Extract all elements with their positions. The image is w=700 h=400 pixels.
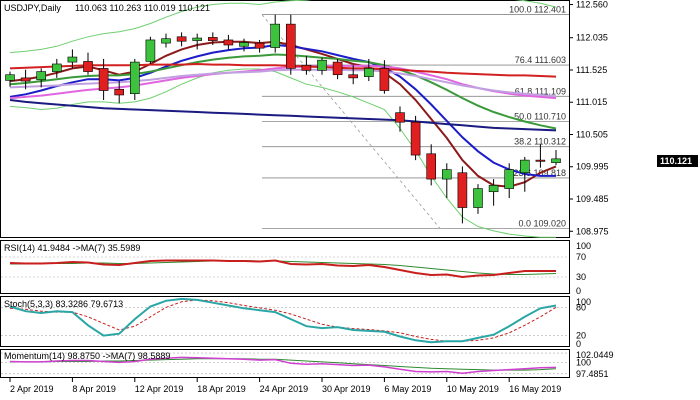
rsi-tick-0: 100: [576, 241, 591, 251]
candles: [5, 14, 561, 224]
rsi-panel-frame: [0, 240, 570, 294]
candle-body-3: [51, 63, 62, 72]
price-tick-label-7: 108.975: [576, 226, 609, 236]
candle-body-25: [395, 112, 405, 123]
rsi-label: RSI(14) 41.9484 ->MA(7) 35.5989: [4, 243, 140, 253]
date-tick-label-0: 2 Apr 2019: [10, 384, 54, 394]
candle-body-11: [176, 36, 187, 42]
candle-body-29: [457, 172, 468, 208]
date-tick-label-2: 12 Apr 2019: [135, 384, 184, 394]
candle-body-19: [301, 64, 312, 71]
price-panel-frame: [0, 0, 570, 238]
price-axis: 112.560 112.035 111.525 111.015 110.505 109.9…: [569, 0, 609, 236]
candle-body-28: [441, 169, 452, 180]
candle-body-18: [285, 23, 296, 69]
fibo-trend-line: [261, 14, 441, 229]
candle-body-17: [270, 23, 281, 48]
candle-body-6: [98, 68, 109, 91]
fibo-label-4: 38.2 110.312: [514, 137, 566, 147]
stoch-tick-0: 100: [576, 297, 591, 307]
rsi-line: [9, 259, 556, 279]
last-price-box: [657, 155, 698, 167]
candle-body-14: [223, 39, 234, 46]
fibo-label-0: 100.0 112.401: [509, 5, 566, 15]
momentum-line: [9, 356, 557, 375]
price-tick-label-6: 109.485: [576, 194, 609, 204]
candle-body-16: [254, 42, 265, 49]
candle-body-5: [83, 61, 93, 72]
candle-body-30: [473, 188, 483, 208]
candle-body-2: [36, 71, 47, 81]
fibo-label-1: 76.4 111.603: [515, 55, 566, 65]
date-tick-label-6: 6 May 2019: [384, 384, 431, 394]
stoch-tick-3: 0: [576, 339, 581, 349]
candle-body-31: [488, 185, 499, 193]
rsi-tick-2: 30: [576, 272, 586, 282]
momentum-tick-0: 102.0449: [576, 350, 614, 360]
fibo-label-3: 50.0 110.710: [514, 112, 566, 122]
candle-body-21: [332, 61, 343, 76]
stoch-d-line: [9, 299, 557, 342]
date-axis: 2 Apr 2019 8 Apr 2019 12 Apr 2019 18 Apr 20…: [9, 378, 561, 394]
candle-body-26: [410, 121, 421, 156]
candle-body-20: [317, 59, 327, 71]
candle-body-35: [551, 158, 561, 163]
candle-body-23: [363, 68, 374, 77]
stoch-tick-2: 20: [576, 331, 586, 341]
candle-body-13: [208, 37, 218, 41]
rsi-tick-1: 70: [576, 252, 586, 262]
price-tick-label-3: 111.015: [576, 97, 607, 107]
momentum-label: Momentum(14) 98.8750 ->MA(7) 98.5889: [4, 351, 170, 361]
ohlc-label: 110.063 110.263 110.019 110.121: [75, 3, 210, 13]
momentum-panel-frame: [0, 349, 570, 378]
stoch-label: Stoch(5,3,3) 83.3286 79.6713: [4, 299, 123, 309]
candle-body-4: [67, 56, 78, 63]
candle-body-8: [130, 61, 140, 95]
fibo-label-2: 61.8 111.109: [515, 86, 566, 96]
date-tick-label-3: 18 Apr 2019: [197, 384, 246, 394]
candle-body-27: [426, 153, 437, 180]
bollinger-upper: [9, 0, 557, 54]
candle-body-0: [5, 74, 15, 81]
bollinger-bands: [9, 0, 557, 238]
price-tick-label-0: 112.560: [576, 0, 608, 10]
symbol-label: USDJPY,Daily: [4, 3, 61, 13]
momentum-tick-1: 100: [576, 357, 591, 367]
candle-body-12: [192, 37, 202, 41]
candle-body-7: [114, 88, 124, 96]
date-tick-label-8: 16 May 2019: [509, 384, 561, 394]
last-price-label: 110.121: [660, 156, 692, 166]
rsi-tick-3: 0: [576, 286, 581, 296]
moving-average-5: [9, 62, 557, 78]
bollinger-lower: [9, 68, 556, 238]
stoch-k-line: [9, 297, 557, 344]
stoch-tick-1: 80: [576, 302, 586, 312]
candle-body-24: [379, 68, 390, 91]
candle-body-22: [348, 74, 359, 79]
candle-body-15: [239, 42, 249, 47]
candle-body-9: [145, 39, 156, 62]
price-tick-label-2: 111.525: [576, 65, 607, 75]
date-tick-label-7: 10 May 2019: [447, 384, 499, 394]
stoch-panel-frame: [0, 296, 570, 347]
candle-body-33: [519, 159, 530, 174]
fibo-label-6: 0.0 109.020: [518, 218, 566, 228]
price-tick-label-5: 109.995: [576, 162, 609, 172]
candle-body-34: [535, 159, 546, 162]
date-tick-label-1: 8 Apr 2019: [72, 384, 116, 394]
price-tick-label-4: 110.505: [576, 129, 608, 139]
momentum-tick-2: 97.4851: [576, 369, 609, 379]
candle-body-1: [20, 77, 31, 82]
candle-body-10: [161, 38, 171, 44]
date-tick-label-4: 24 Apr 2019: [260, 384, 309, 394]
candle-body-32: [504, 169, 515, 189]
date-tick-label-5: 30 Apr 2019: [322, 384, 371, 394]
moving-average-6: [9, 99, 557, 132]
price-tick-label-1: 112.035: [576, 33, 608, 43]
